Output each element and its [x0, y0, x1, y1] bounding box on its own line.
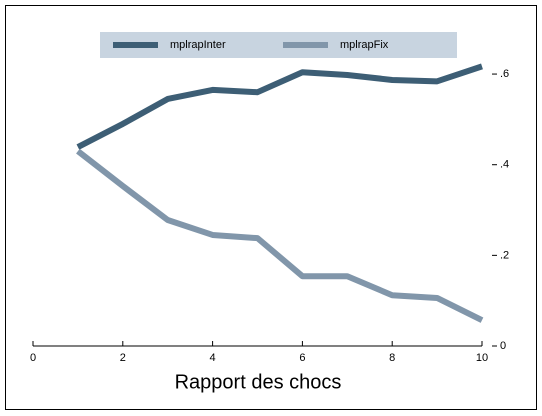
legend — [100, 32, 457, 58]
y-tick-label: .6 — [500, 68, 509, 80]
y-tick-label: .4 — [500, 159, 509, 171]
y-tick-label: .2 — [500, 249, 509, 261]
x-axis-title: Rapport des chocs — [175, 371, 342, 393]
legend-label: mplrapFix — [340, 39, 389, 51]
x-tick-label: 10 — [476, 352, 488, 364]
frame — [5, 5, 537, 410]
x-tick-label: 8 — [389, 352, 395, 364]
y-tick-label: 0 — [500, 340, 506, 352]
legend-label: mplrapInter — [170, 39, 226, 51]
x-tick-label: 6 — [299, 352, 305, 364]
x-tick-label: 4 — [210, 352, 216, 364]
series-line — [76, 148, 484, 323]
x-tick-label: 2 — [120, 352, 126, 364]
x-tick-label: 0 — [30, 352, 36, 364]
series-line — [76, 63, 483, 150]
